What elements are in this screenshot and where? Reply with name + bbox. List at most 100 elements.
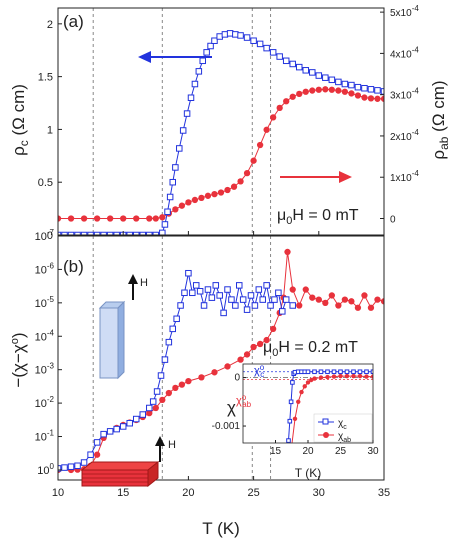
inset-ylabel: χ <box>227 398 236 417</box>
chi-c-point <box>204 286 212 293</box>
panel-b-y-tick-label: 10-3 <box>35 362 55 377</box>
rho-ab-point <box>93 215 101 222</box>
inset-chi-c-label: χo c <box>254 363 265 379</box>
chi-c-point <box>196 288 204 295</box>
rho-ab-point <box>80 215 88 222</box>
rho-ab-point <box>283 98 290 105</box>
rho-c-point <box>183 110 191 117</box>
rho-ab-point <box>230 183 238 190</box>
chi-ab-point <box>270 325 277 332</box>
rho-ab-point <box>67 215 75 222</box>
rho-c-point <box>289 60 296 68</box>
rho-c-point <box>282 57 290 65</box>
panel-a-ylabel-right: ρab (Ω cm) <box>429 80 451 159</box>
chi-ab-point <box>165 389 172 397</box>
rho-ab-point <box>328 86 335 93</box>
panel-a-frame <box>57 7 385 236</box>
legend-marker-chi-c <box>322 418 329 425</box>
rho-c-point <box>58 231 62 235</box>
rho-ab-point <box>302 88 309 95</box>
rho-c-point <box>113 231 120 235</box>
rho-c-point <box>164 208 171 216</box>
rho-c-point <box>232 31 239 38</box>
left-axis-arrow <box>138 51 212 63</box>
panel-a-yl-tick-label: 2 <box>47 19 53 31</box>
chi-ab-point <box>309 294 316 301</box>
rho-c-point <box>146 231 153 235</box>
rho-c-point <box>74 231 81 235</box>
chi-c-point <box>132 415 140 423</box>
panel-a-yl-tick-label: 1 <box>47 124 53 136</box>
rho-ab-point <box>354 92 362 99</box>
rho-c-point <box>250 37 257 44</box>
rho-c-point <box>295 63 303 71</box>
panel-b-annotation: μ0H = 0.2 mT <box>263 339 358 359</box>
chi-ab-point <box>296 302 303 309</box>
panel-a-ylabel-left: ρc (Ω cm) <box>9 84 31 156</box>
rho-c-point <box>269 49 277 56</box>
rho-c-point <box>322 74 329 81</box>
x-axis-label: T (K) <box>202 519 239 538</box>
rho-c-point <box>315 72 323 79</box>
chi-c-point <box>208 294 216 301</box>
panel-a-yr-tick-label: 5x10-4 <box>390 4 419 19</box>
inset-chi-c-point <box>283 444 287 448</box>
rho-ab-point <box>296 90 303 97</box>
rho-ab-point <box>263 126 270 133</box>
panel-a-yr-tick-label: 2x10-4 <box>390 128 419 143</box>
chi-c-point <box>232 302 239 309</box>
rho-c-point <box>211 37 218 44</box>
inset-chi-c-point <box>325 369 330 375</box>
rho-c-point <box>187 94 195 101</box>
rho-c-point <box>179 127 187 134</box>
chi-c-point <box>139 411 147 418</box>
chi-c-point <box>61 464 68 471</box>
inset-series <box>243 369 373 448</box>
rho-ab-point <box>367 95 375 102</box>
chi-c-point <box>200 302 208 309</box>
inset-chi-c-point <box>338 369 343 375</box>
chi-c-point <box>74 462 81 470</box>
legend-label-chi-ab: χab <box>338 431 351 444</box>
chi-c-point <box>113 425 120 433</box>
horizontal-crystal-icon <box>80 460 160 488</box>
chi-c-point <box>243 306 251 313</box>
rho-ab-point <box>159 214 166 221</box>
panel-a-yl-tick-label: 1.5 <box>38 72 53 84</box>
rho-c-point <box>302 67 310 74</box>
rho-ab-point <box>289 93 296 100</box>
rho-c-point <box>221 31 229 38</box>
chi-ab-point <box>198 374 205 381</box>
panel-b-y-tick-label: 100 <box>37 462 54 477</box>
chi-c-point <box>224 286 231 293</box>
rho-c-point <box>139 231 147 235</box>
inset-chi-ab-point <box>290 443 294 447</box>
chi-c-point <box>236 282 243 289</box>
inset-chart: 15 20 25 30 0 -0.001 χ T (K) χo c χo ab χc χab <box>212 363 379 480</box>
chi-ab-point <box>172 384 179 392</box>
field-arrow-top-icon <box>128 274 138 300</box>
rho-ab-point <box>341 88 349 95</box>
rho-c-point <box>341 80 349 88</box>
rho-c-point <box>216 33 223 40</box>
rho-c-point <box>159 229 166 235</box>
rho-c-point <box>100 231 107 235</box>
x-tick-label: 20 <box>182 487 194 499</box>
inset-chi-c-point <box>290 380 295 385</box>
chi-ab-point <box>354 304 362 311</box>
chi-ab-point <box>367 304 375 311</box>
rho-c-point <box>106 231 114 235</box>
rho-c-point <box>132 231 140 235</box>
panel-b-series <box>58 248 384 474</box>
inset-chi-c-point <box>351 369 356 375</box>
rho-ab-point <box>152 215 159 222</box>
x-tick-label: 30 <box>313 487 325 499</box>
rho-ab-point <box>185 199 192 206</box>
chi-c-point <box>228 296 235 303</box>
chi-ab-point <box>341 296 349 303</box>
rho-c-point <box>226 30 234 37</box>
inset-x-tick-label: 20 <box>302 446 314 457</box>
chi-c-point <box>87 451 94 458</box>
rho-ab-point <box>322 86 329 93</box>
rho-ab-point <box>309 87 316 94</box>
